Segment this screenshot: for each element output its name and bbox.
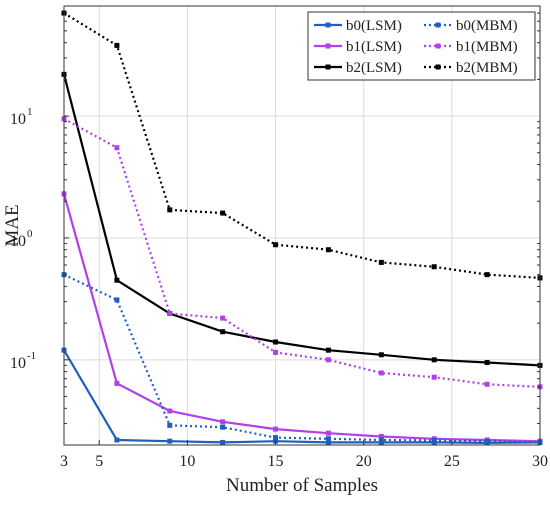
legend-entry: b2(MBM) xyxy=(424,60,518,76)
legend-entry: b1(LSM) xyxy=(314,39,402,55)
legend-marker xyxy=(325,43,331,49)
legend-label: b0(LSM) xyxy=(346,18,402,34)
data-point xyxy=(484,381,490,387)
data-point xyxy=(114,277,120,283)
y-axis-label: MAE xyxy=(2,204,23,246)
data-point xyxy=(220,439,226,445)
data-point xyxy=(378,370,384,376)
legend-label: b1(LSM) xyxy=(346,39,402,55)
y-tick-base: 10 xyxy=(10,355,26,372)
x-tick-label: 10 xyxy=(179,453,195,470)
data-point xyxy=(431,374,437,380)
legend-marker xyxy=(325,22,331,28)
data-point xyxy=(114,297,120,303)
data-point xyxy=(378,433,384,439)
legend-entry: b0(MBM) xyxy=(424,18,518,34)
data-point xyxy=(325,439,331,445)
y-tick-exponent: 1 xyxy=(27,106,33,118)
data-point xyxy=(220,419,226,425)
data-point xyxy=(431,264,437,270)
series-line xyxy=(62,74,541,367)
data-point xyxy=(378,352,384,358)
legend-marker xyxy=(435,22,441,28)
data-point xyxy=(114,145,120,151)
data-point xyxy=(484,360,490,366)
data-point xyxy=(220,315,226,321)
data-point xyxy=(220,424,226,430)
data-point xyxy=(378,259,384,265)
data-point xyxy=(167,310,173,316)
data-point xyxy=(114,380,120,386)
legend-marker xyxy=(435,43,441,49)
data-point xyxy=(431,357,437,363)
x-tick-label: 25 xyxy=(444,453,460,470)
series-line xyxy=(63,349,541,445)
y-tick-base: 10 xyxy=(10,233,26,250)
legend-label: b1(MBM) xyxy=(456,39,518,55)
x-tick-label: 3 xyxy=(60,453,68,470)
legend-marker xyxy=(325,64,331,70)
data-point xyxy=(431,437,437,443)
series-b0(MBM) xyxy=(61,272,543,445)
data-point xyxy=(220,210,226,216)
legend-box xyxy=(307,11,536,81)
series-b1(LSM) xyxy=(61,191,543,444)
data-point xyxy=(325,357,331,363)
x-tick-label: 15 xyxy=(268,453,284,470)
legend: b0(LSM) b0(MBM) b1(LSM) b1(MBM) b2(LSM) b2(MB… xyxy=(307,11,536,81)
x-tick-label: 30 xyxy=(532,453,548,470)
series-line xyxy=(62,193,541,443)
data-point xyxy=(114,42,120,48)
legend-label: b2(LSM) xyxy=(346,60,402,76)
data-point xyxy=(484,438,490,444)
data-point xyxy=(325,347,331,353)
data-point xyxy=(114,437,120,443)
data-point xyxy=(273,435,279,441)
legend-label: b2(MBM) xyxy=(456,60,518,76)
legend-label: b0(MBM) xyxy=(456,18,518,34)
series-line xyxy=(63,12,541,279)
series-b1(MBM) xyxy=(61,116,543,390)
legend-entry: b1(MBM) xyxy=(424,39,518,55)
series-line xyxy=(63,273,541,444)
x-tick-label: 20 xyxy=(356,453,372,470)
data-point xyxy=(325,436,331,442)
y-tick-label: 10 -1 xyxy=(10,350,36,372)
data-point xyxy=(167,438,173,444)
data-point xyxy=(325,430,331,436)
data-point xyxy=(273,339,279,345)
data-point xyxy=(167,207,173,213)
y-tick-label: 10 1 xyxy=(10,106,33,128)
y-tick-exponent: -1 xyxy=(27,350,36,362)
x-tick-label: 5 xyxy=(95,453,103,470)
y-tick-exponent: 0 xyxy=(27,228,33,240)
data-point xyxy=(273,242,279,248)
legend-entry: b2(LSM) xyxy=(314,60,402,76)
y-tick-label: 10 0 xyxy=(10,228,33,250)
data-point xyxy=(273,426,279,432)
data-point xyxy=(167,422,173,428)
data-point xyxy=(378,437,384,443)
y-tick-base: 10 xyxy=(10,111,26,128)
data-point xyxy=(325,247,331,253)
data-point xyxy=(484,272,490,278)
data-point xyxy=(167,408,173,414)
legend-entry: b0(LSM) xyxy=(314,18,402,34)
x-axis-label: Number of Samples xyxy=(226,475,378,496)
plot-frame xyxy=(63,5,541,446)
legend-marker xyxy=(435,64,441,70)
data-point xyxy=(220,329,226,335)
data-point xyxy=(273,349,279,355)
